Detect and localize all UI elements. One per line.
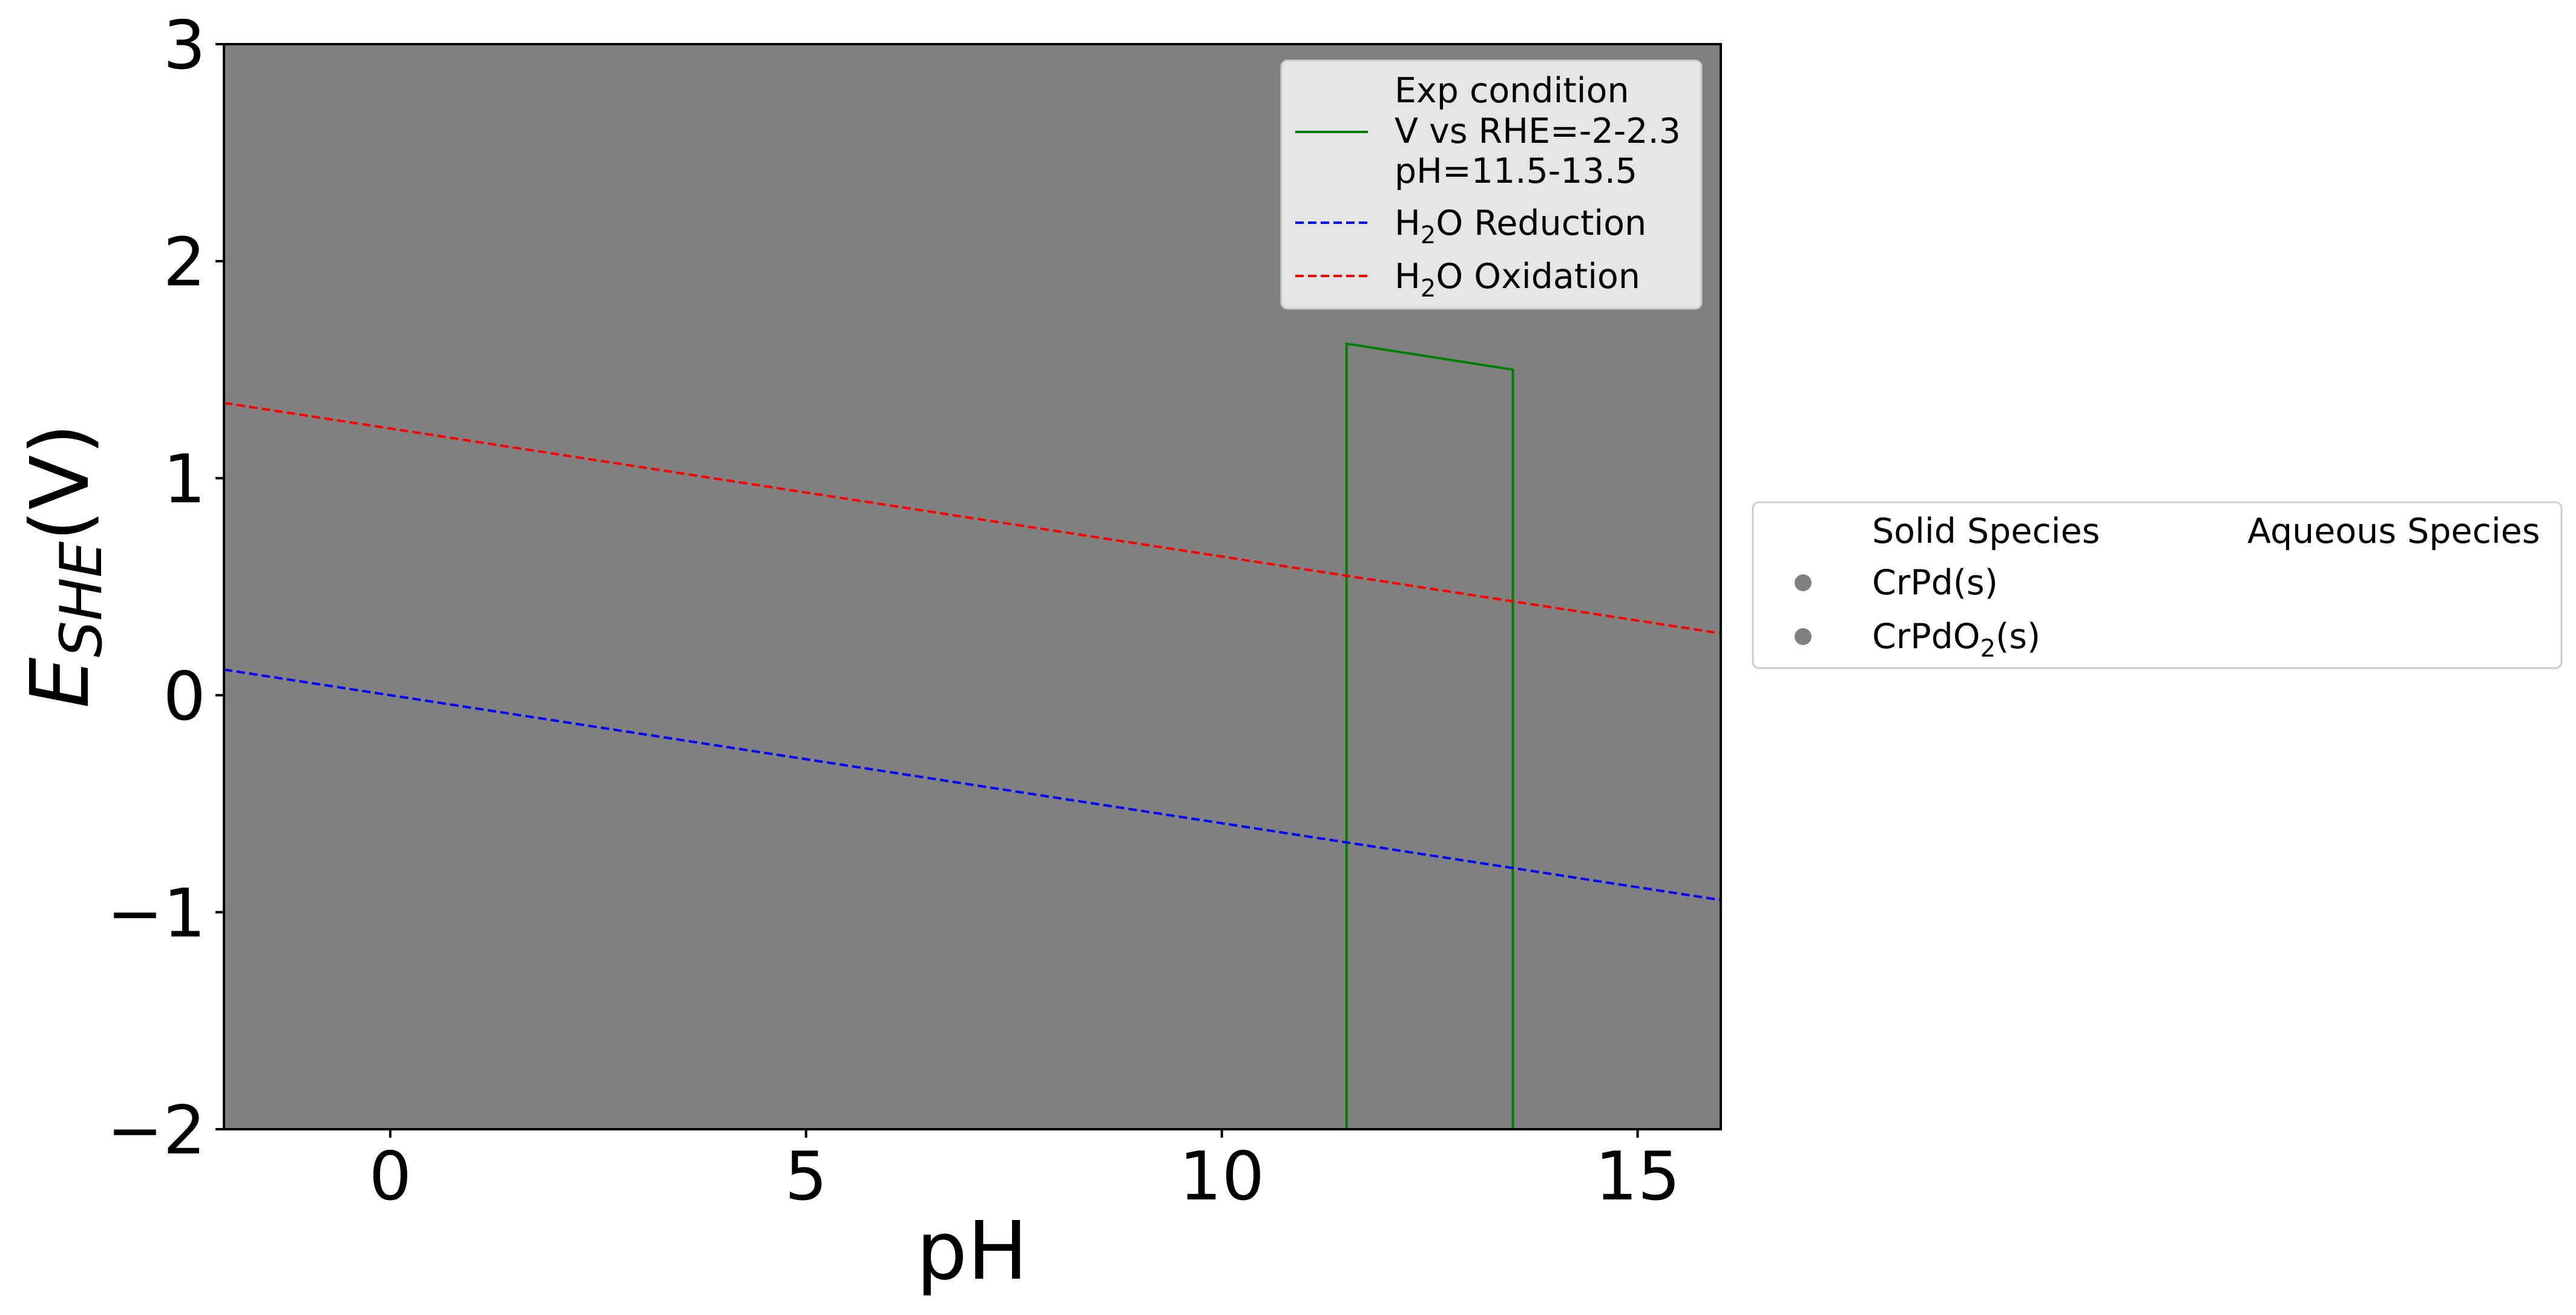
x-tick-label: 15 (1595, 1138, 1680, 1216)
x-tick-label: 10 (1179, 1138, 1264, 1216)
series-line-h2o_ox (224, 401, 1721, 635)
legend-label-h2o-oxidation: H2O Oxidation (1395, 257, 1640, 303)
aqueous-species-header: Aqueous Species (2247, 511, 2540, 551)
legend-label-exp-line2: V vs RHE=-2-2.3 (1395, 111, 1681, 151)
solid-species-header: Solid Species (1872, 511, 2100, 551)
y-tick-label: −1 (107, 874, 206, 953)
x-axis: 0 5 10 15 (369, 1129, 1680, 1216)
species-legend: Solid Species Aqueous Species CrPd(s) Cr… (1752, 501, 2563, 669)
x-axis-label: pH (916, 1205, 1028, 1298)
y-tick-label: 0 (163, 658, 206, 736)
y-axis: 3 2 1 0 −1 −2 (107, 7, 224, 1170)
x-tick-label: 5 (784, 1138, 827, 1216)
plot-frame (223, 43, 1722, 1130)
series-line-exp (1345, 342, 1514, 1129)
legend-label-exp-line3: pH=11.5-13.5 (1395, 151, 1637, 191)
x-tick-label: 0 (369, 1138, 412, 1216)
legend-label-h2o-reduction: H2O Reduction (1395, 203, 1646, 249)
series-legend-frame (1280, 59, 1703, 310)
y-tick-label: 2 (163, 224, 206, 302)
y-axis-label: ESHE(V) (14, 424, 115, 709)
y-axis-label-main: E (14, 657, 107, 708)
species-label-crpd: CrPd(s) (1872, 563, 1998, 603)
legend-label-exp-line1: Exp condition (1395, 71, 1629, 111)
series-layer (224, 342, 1721, 1129)
y-axis-label-unit: (V) (14, 424, 107, 542)
y-axis-label-sub: SHE (48, 541, 115, 657)
y-tick-label: 1 (163, 441, 206, 519)
y-tick-label: 3 (163, 7, 206, 85)
species-marker-crpdo2 (1795, 628, 1812, 645)
species-label-crpdo2: CrPdO2(s) (1872, 617, 2040, 663)
y-tick-label: −2 (107, 1092, 206, 1170)
series-line-h2o_red (224, 668, 1721, 902)
series-legend: Exp condition V vs RHE=-2-2.3 pH=11.5-13… (1280, 59, 1703, 310)
species-marker-crpd (1795, 574, 1812, 591)
species-legend-frame (1752, 501, 2563, 669)
